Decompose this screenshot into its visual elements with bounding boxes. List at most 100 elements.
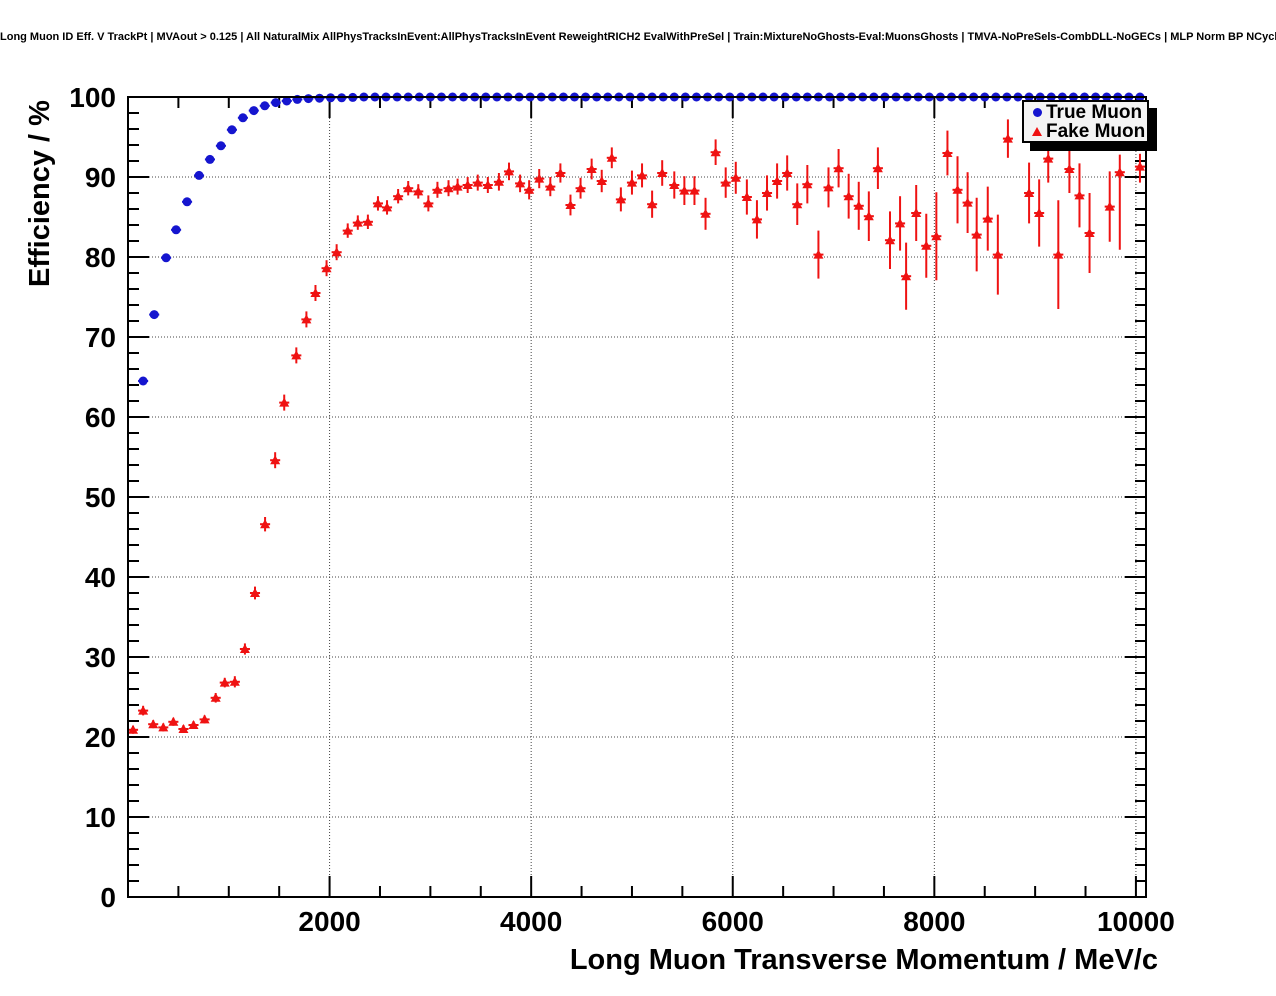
fake-muon-marker [158,722,169,732]
fake-muon-marker [813,249,824,259]
fake-muon-marker [168,716,179,726]
legend-item-true-muon: True Muon [1028,103,1147,122]
fake-muon-marker [472,177,483,187]
fake-muon-marker [432,184,443,194]
fake-muon-marker [524,184,535,194]
y-tick-label: 0 [100,882,116,913]
fake-muon-marker [1064,164,1075,173]
fake-muon-marker [178,724,189,733]
fake-muon-marker [710,147,721,157]
fake-muon-marker [310,288,321,297]
fake-muon-marker [362,216,373,226]
fake-muon-marker [751,214,762,224]
fake-muon-marker [833,163,844,173]
true-muon-marker [194,170,204,180]
fake-muon-marker [1114,167,1125,177]
fake-muon-marker [482,180,493,189]
fake-muon-marker [128,724,139,734]
fake-muon-marker [615,194,626,204]
legend: True Muon Fake Muon [1022,100,1149,143]
fake-muon-marker [762,188,773,197]
y-tick-label: 60 [85,402,116,433]
fake-muon-marker [260,519,271,529]
fake-muon-marker [823,182,834,192]
fake-muon-marker [291,350,302,360]
fake-muon-marker [720,177,731,187]
fake-muon-marker [730,172,741,182]
true-muon-marker [161,253,171,263]
y-tick-label: 100 [69,82,116,113]
fake-muon-marker [452,181,463,191]
x-axis-title: Long Muon Transverse Momentum / MeV/c [569,944,1158,976]
fake-muon-marker [545,181,556,191]
fake-muon-marker [863,211,874,221]
fake-muon-marker [872,163,883,173]
fake-muon-marker [1034,208,1045,217]
fake-muon-marker [647,199,658,209]
fake-muon-marker [679,185,690,195]
fake-muon-marker [493,176,504,186]
fake-muon-marker [669,180,680,189]
fake-muon-marker [782,168,793,177]
fake-muon-marker [423,198,434,208]
fake-muon-marker [689,185,700,195]
fake-muon-marker [210,692,221,702]
fake-muon-marker [637,170,648,180]
fake-muon-marker [555,168,566,177]
fake-muon-marker [772,176,783,185]
true-muon-marker [227,125,237,135]
y-tick-label: 90 [85,162,116,193]
fake-muon-marker [382,202,393,212]
legend-item-fake-muon: Fake Muon [1028,122,1147,141]
true-muon-marker [205,154,215,164]
true-muon-marker [303,94,313,104]
fake-muon-marker [895,218,906,228]
fake-muon-marker [279,397,290,407]
fake-muon-marker [971,229,982,239]
fake-muon-marker [992,249,1003,259]
fake-muon-marker [586,164,597,173]
fake-muon-marker [741,192,752,201]
fake-muon-marker [393,191,404,201]
fake-muon-marker [901,271,912,281]
fake-muon-marker [1104,201,1115,211]
fake-muon-marker [853,200,864,210]
true-muon-marker [216,141,226,151]
y-tick-label: 20 [85,722,116,753]
x-tick-label: 8000 [903,906,965,937]
fake-muon-marker [301,314,312,324]
fake-muon-marker [1084,228,1095,237]
fake-muon-marker [372,198,383,208]
true-muon-circle-icon [1028,108,1046,117]
true-muon-marker [149,310,159,320]
y-axis-title: Efficiency / % [24,100,56,287]
true-muon-marker [182,197,192,207]
fake-muon-marker [596,176,607,185]
fake-muon-marker [1074,190,1085,200]
true-muon-marker [238,113,248,123]
fake-muon-triangle-icon [1028,127,1046,136]
plot-header-title: Long Muon ID Eff. V TrackPt | MVAout > 0… [0,31,1276,43]
fake-muon-marker [1043,153,1054,163]
fake-muon-marker [657,168,668,177]
fake-muon-marker [911,208,922,217]
x-tick-label: 10000 [1097,906,1175,937]
fake-muon-marker [700,208,711,218]
y-tick-label: 40 [85,562,116,593]
plot-frame [127,96,1147,898]
fake-muon-marker [403,183,414,193]
fake-muon-marker [462,180,473,189]
fake-muon-marker [921,240,932,250]
plot-background [128,97,1146,897]
y-tick-label: 50 [85,482,116,513]
fake-muon-marker [1002,133,1013,143]
fake-muon-marker [565,200,576,209]
x-tick-label: 4000 [500,906,562,937]
true-muon-marker [271,98,281,108]
fake-muon-marker [331,247,342,257]
fake-muon-marker [188,720,199,729]
fake-muon-marker [503,166,514,176]
fake-muon-marker [219,677,230,687]
true-muon-marker [171,225,181,235]
